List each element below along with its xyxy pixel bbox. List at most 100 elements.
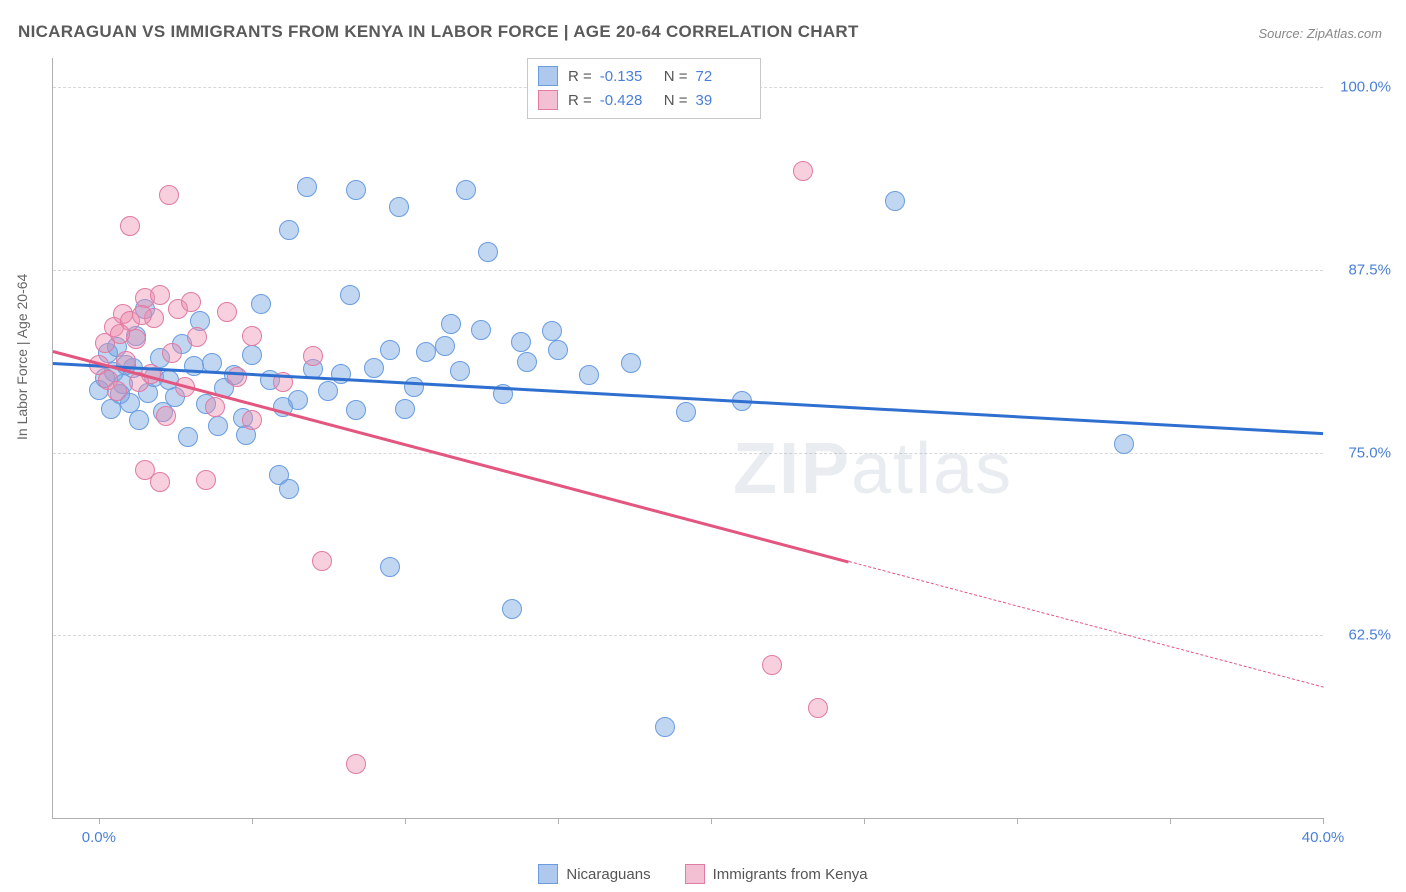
n-value-2: 39 [696, 92, 750, 109]
scatter-point [885, 191, 905, 211]
scatter-point [150, 472, 170, 492]
r-value-2: -0.428 [600, 92, 654, 109]
x-tick [252, 818, 253, 824]
scatter-point [364, 358, 384, 378]
x-tick [1017, 818, 1018, 824]
bottom-legend: Nicaraguans Immigrants from Kenya [0, 864, 1406, 884]
scatter-point [208, 416, 228, 436]
swatch-series-2 [538, 90, 558, 110]
scatter-point [279, 479, 299, 499]
scatter-point [159, 185, 179, 205]
legend-swatch-2 [685, 864, 705, 884]
scatter-point [808, 698, 828, 718]
scatter-point [380, 340, 400, 360]
scatter-point [227, 367, 247, 387]
scatter-point [676, 402, 696, 422]
scatter-point [793, 161, 813, 181]
scatter-point [395, 399, 415, 419]
swatch-series-1 [538, 66, 558, 86]
y-tick-label: 62.5% [1348, 627, 1391, 644]
scatter-point [107, 381, 127, 401]
watermark: ZIPatlas [733, 428, 1013, 510]
legend-label-1: Nicaraguans [566, 866, 650, 883]
x-tick [99, 818, 100, 824]
scatter-point [162, 343, 182, 363]
scatter-point [502, 599, 522, 619]
scatter-point [471, 320, 491, 340]
x-tick-label: 0.0% [82, 829, 116, 846]
chart-title: NICARAGUAN VS IMMIGRANTS FROM KENYA IN L… [18, 22, 859, 42]
scatter-point [548, 340, 568, 360]
scatter-point [184, 356, 204, 376]
scatter-point [517, 352, 537, 372]
n-value-1: 72 [696, 68, 750, 85]
scatter-point [380, 557, 400, 577]
scatter-point [129, 410, 149, 430]
scatter-point [346, 180, 366, 200]
scatter-point [450, 361, 470, 381]
chart-plot-area: R = -0.135 N = 72 R = -0.428 N = 39 ZIPa… [52, 58, 1323, 819]
scatter-point [196, 470, 216, 490]
legend-label-2: Immigrants from Kenya [713, 866, 868, 883]
scatter-point [156, 406, 176, 426]
scatter-point [217, 302, 237, 322]
stats-row-series-2: R = -0.428 N = 39 [538, 88, 750, 112]
x-tick [864, 818, 865, 824]
stats-row-series-1: R = -0.135 N = 72 [538, 64, 750, 88]
scatter-point [435, 336, 455, 356]
scatter-point [441, 314, 461, 334]
r-value-1: -0.135 [600, 68, 654, 85]
scatter-point [181, 292, 201, 312]
legend-swatch-1 [538, 864, 558, 884]
gridline [53, 453, 1323, 454]
scatter-point [478, 242, 498, 262]
scatter-point [312, 551, 332, 571]
scatter-point [511, 332, 531, 352]
scatter-point [150, 285, 170, 305]
scatter-point [242, 326, 262, 346]
x-tick [405, 818, 406, 824]
scatter-point [621, 353, 641, 373]
x-tick [558, 818, 559, 824]
scatter-point [389, 197, 409, 217]
gridline [53, 270, 1323, 271]
scatter-point [655, 717, 675, 737]
y-axis-label: In Labor Force | Age 20-64 [14, 274, 30, 440]
y-tick-label: 87.5% [1348, 261, 1391, 278]
x-tick-label: 40.0% [1302, 829, 1345, 846]
n-label: N = [664, 92, 688, 109]
scatter-point [318, 381, 338, 401]
scatter-point [542, 321, 562, 341]
legend-item-2: Immigrants from Kenya [685, 864, 868, 884]
r-label: R = [568, 92, 592, 109]
scatter-point [178, 427, 198, 447]
scatter-point [346, 754, 366, 774]
scatter-point [346, 400, 366, 420]
correlation-stats-box: R = -0.135 N = 72 R = -0.428 N = 39 [527, 58, 761, 119]
y-tick-label: 100.0% [1340, 79, 1391, 96]
scatter-point [456, 180, 476, 200]
trend-line [849, 561, 1324, 688]
n-label: N = [664, 68, 688, 85]
legend-item-1: Nicaraguans [538, 864, 650, 884]
source-attribution: Source: ZipAtlas.com [1258, 26, 1382, 41]
y-tick-label: 75.0% [1348, 444, 1391, 461]
r-label: R = [568, 68, 592, 85]
x-tick [711, 818, 712, 824]
scatter-point [120, 216, 140, 236]
scatter-point [187, 327, 207, 347]
scatter-point [205, 397, 225, 417]
scatter-point [251, 294, 271, 314]
trend-line [53, 350, 849, 563]
scatter-point [340, 285, 360, 305]
scatter-point [242, 410, 262, 430]
x-tick [1170, 818, 1171, 824]
scatter-point [242, 345, 262, 365]
scatter-point [416, 342, 436, 362]
x-tick [1323, 818, 1324, 824]
scatter-point [279, 220, 299, 240]
scatter-point [762, 655, 782, 675]
scatter-point [297, 177, 317, 197]
scatter-point [1114, 434, 1134, 454]
scatter-point [404, 377, 424, 397]
